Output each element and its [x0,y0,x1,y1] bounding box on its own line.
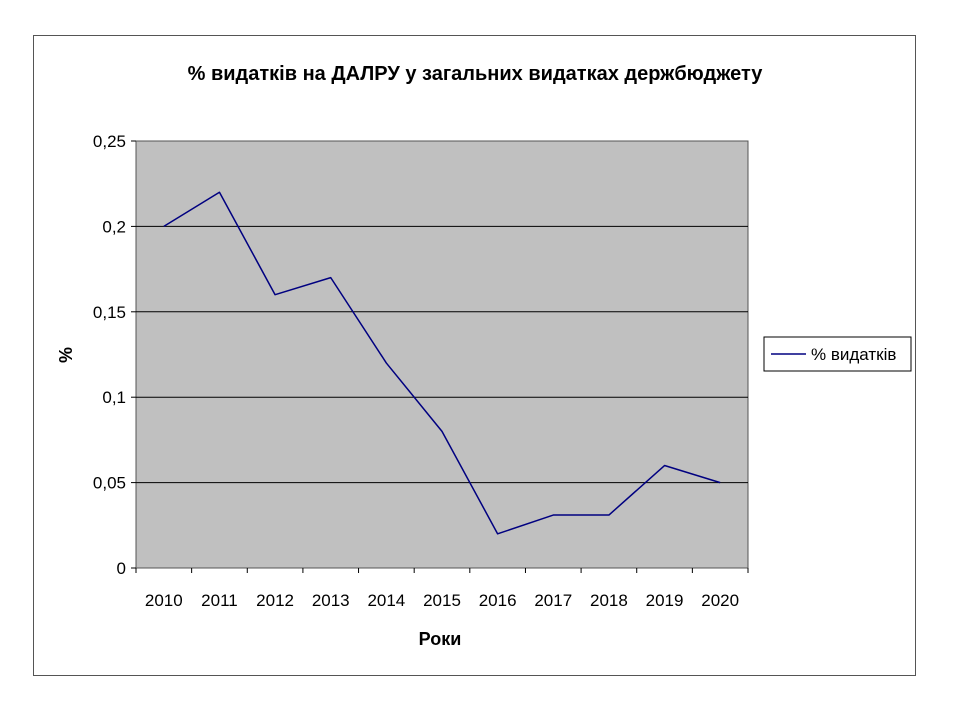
x-tick-label: 2016 [479,591,517,610]
y-tick-label: 0,1 [102,388,126,407]
y-tick-label: 0 [117,559,126,578]
y-tick-label: 0,25 [93,132,126,151]
y-axis-title: % [56,347,76,363]
x-tick-label: 2019 [646,591,684,610]
x-tick-label: 2010 [145,591,183,610]
x-tick-label: 2020 [701,591,739,610]
x-tick-label: 2017 [534,591,572,610]
x-axis: 2010 2011 2012 2013 2014 2015 2016 2017 2018 2019… [135,568,749,610]
x-tick-label: 2018 [590,591,628,610]
x-axis-title: Роки [419,629,462,649]
x-tick-label: 2015 [423,591,461,610]
series-line [163,191,721,535]
x-tick-label: 2011 [201,591,238,610]
y-tick-label: 0,05 [93,474,126,493]
y-tick-label: 0,15 [93,303,126,322]
plot-area [135,140,749,569]
legend-box [763,336,912,372]
x-tick-label: 2013 [312,591,350,610]
legend: % видатків [763,336,912,372]
series-layer [163,191,721,535]
x-tick-label: 2014 [367,591,405,610]
chart-title: % видатків на ДАЛРУ у загальних видатках… [188,63,764,85]
legend-label: % видатків [811,345,896,364]
y-tick-label: 0,2 [102,217,126,236]
x-tick-label: 2012 [256,591,294,610]
y-axis: 0 0,05 0,1 0,15 0,2 0,25 [93,132,136,578]
